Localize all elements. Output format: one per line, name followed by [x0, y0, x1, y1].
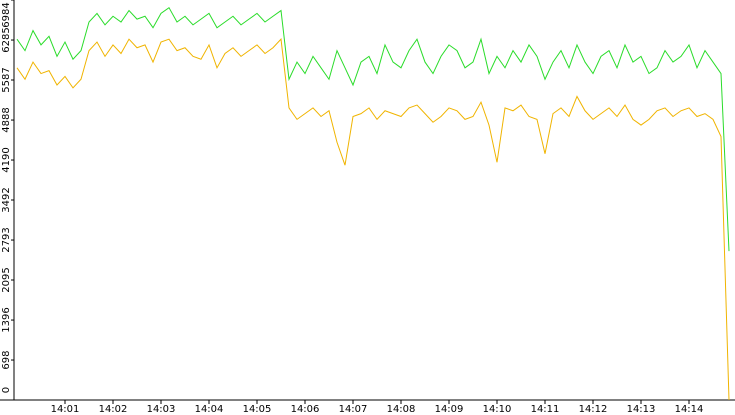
x-tick-label: 14:07	[339, 404, 368, 415]
series-line	[16, 6, 730, 252]
y-tick-label: 4888	[1, 107, 12, 132]
x-tick-label: 14:02	[99, 404, 128, 415]
y-tick-label: 4190	[1, 147, 12, 172]
x-tick-label: 14:11	[531, 404, 560, 415]
y-tick-label: 0	[1, 387, 12, 393]
x-tick-label: 14:08	[387, 404, 416, 415]
x-tick-label: 14:01	[51, 404, 80, 415]
y-tick-label: 6285	[1, 27, 12, 52]
series-line	[16, 38, 730, 401]
x-tick-label: 14:06	[291, 404, 320, 415]
x-tick-label: 14:13	[627, 404, 656, 415]
x-tick-label: 14:12	[579, 404, 608, 415]
y-tick-label: 2793	[1, 227, 12, 252]
x-tick-label: 14:04	[195, 404, 224, 415]
y-tick-label: 1396	[1, 307, 12, 332]
y-tick-label: 6984	[1, 2, 12, 27]
y-tick-label: 3492	[1, 187, 12, 212]
y-tick-label: 2095	[1, 267, 12, 292]
x-tick-label: 14:03	[147, 404, 176, 415]
x-tick-label: 14:05	[243, 404, 272, 415]
y-tick-label: 698	[1, 350, 12, 369]
x-tick-label: 14:14	[675, 404, 704, 415]
x-tick-label: 14:09	[435, 404, 464, 415]
y-tick-label: 5587	[1, 67, 12, 92]
x-tick-label: 14:10	[483, 404, 512, 415]
